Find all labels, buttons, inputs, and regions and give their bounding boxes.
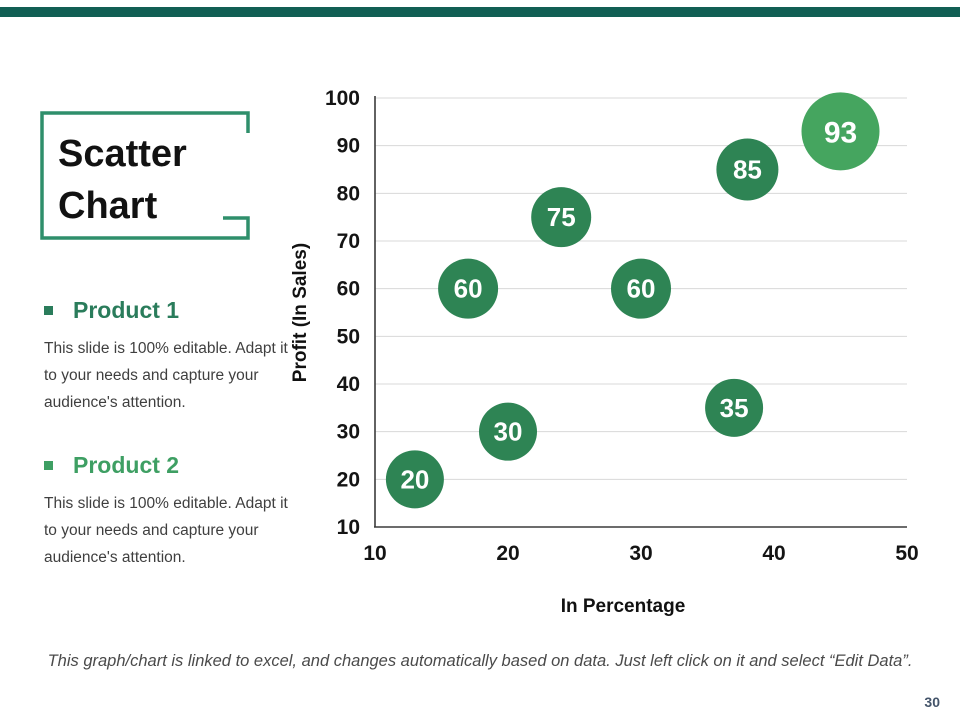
y-axis-title: Profit (In Sales) — [290, 243, 311, 382]
x-tick-label: 20 — [496, 542, 519, 565]
page-title-line2: Chart — [58, 185, 158, 227]
bullet-square-icon — [44, 461, 53, 470]
scatter-point-label: 60 — [627, 274, 656, 304]
y-tick-label: 90 — [337, 135, 360, 158]
scatter-point[interactable] — [385, 450, 444, 509]
y-tick-label: 50 — [337, 325, 360, 348]
title-frame-border — [40, 111, 250, 240]
y-tick-label: 100 — [325, 87, 360, 110]
page-title-line1: Scatter — [58, 133, 187, 175]
y-tick-label: 20 — [337, 468, 360, 491]
scatter-point-label: 30 — [494, 417, 523, 447]
product-2-description: This slide is 100% editable. Adapt it to… — [44, 495, 288, 566]
scatter-point[interactable] — [479, 402, 537, 461]
bullet-square-icon — [44, 306, 53, 315]
scatter-point-label: 93 — [824, 116, 857, 149]
scatter-point[interactable] — [438, 258, 499, 319]
scatter-point-label: 85 — [733, 155, 762, 185]
y-tick-label: 60 — [337, 278, 360, 301]
page-title: Scatter Chart — [58, 128, 187, 232]
y-tick-label: 30 — [337, 421, 360, 444]
scatter-point[interactable] — [531, 187, 592, 248]
scatter-point[interactable] — [716, 138, 779, 201]
y-tick-label: 10 — [337, 516, 360, 539]
scatter-point-label: 60 — [454, 274, 483, 304]
product-1-name: Product 1 — [73, 297, 180, 323]
top-accent-bar — [0, 7, 960, 17]
x-tick-label: 40 — [762, 542, 785, 565]
scatter-point-label: 75 — [547, 202, 576, 232]
x-tick-label: 50 — [895, 542, 918, 565]
x-tick-label: 10 — [363, 542, 386, 565]
scatter-point-label: 20 — [400, 464, 429, 494]
product-heading: Product 1 — [44, 297, 292, 324]
scatter-point[interactable] — [801, 92, 880, 171]
page-number-badge: 30 — [924, 694, 940, 710]
scatter-point[interactable] — [611, 258, 671, 319]
scatter-point[interactable] — [705, 378, 764, 437]
y-tick-label: 70 — [337, 230, 360, 253]
x-tick-label: 30 — [629, 542, 652, 565]
y-tick-label: 40 — [337, 373, 360, 396]
product-2-name: Product 2 — [73, 452, 180, 478]
footer-note: This graph/chart is linked to excel, and… — [47, 652, 913, 670]
product-1-section: Product 1 This slide is 100% editable. A… — [44, 297, 292, 416]
x-axis-title: In Percentage — [561, 596, 686, 617]
product-2-section: Product 2 This slide is 100% editable. A… — [44, 452, 292, 571]
product-1-description: This slide is 100% editable. Adapt it to… — [44, 340, 288, 411]
y-tick-label: 80 — [337, 182, 360, 205]
scatter-point-label: 35 — [720, 393, 749, 423]
title-frame — [40, 111, 250, 240]
product-heading: Product 2 — [44, 452, 292, 479]
